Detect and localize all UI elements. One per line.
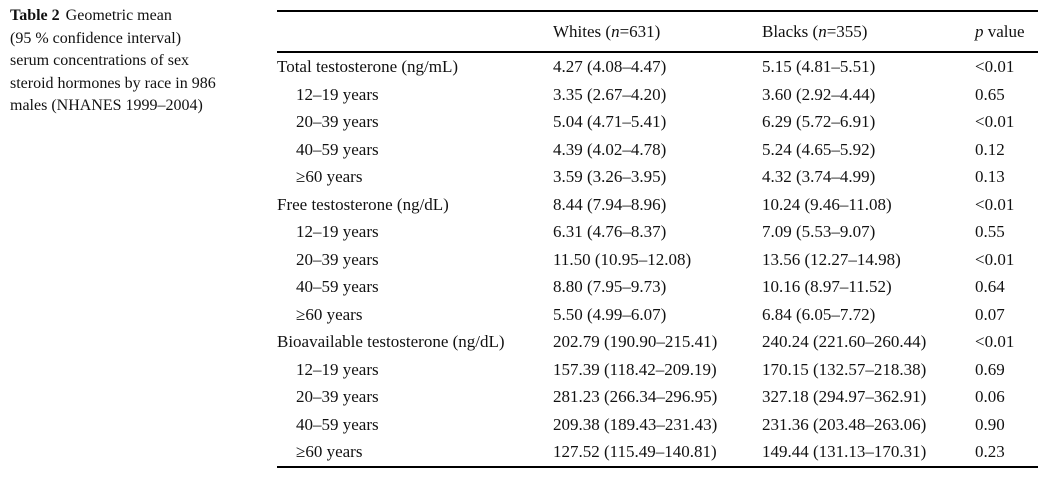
results-table: Whites (n=631) Blacks (n=355) p value To… [277, 10, 1038, 468]
table-row: ≥60 years 5.50 (4.99–6.07) 6.84 (6.05–7.… [277, 301, 1038, 329]
whites-value: 4.39 (4.02–4.78) [553, 139, 667, 159]
table-row: 20–39 years 11.50 (10.95–12.08) 13.56 (1… [277, 246, 1038, 274]
blacks-value: 10.24 (9.46–11.08) [762, 194, 892, 214]
whites-value: 3.35 (2.67–4.20) [553, 84, 667, 104]
row-label: 12–19 years [296, 222, 379, 242]
whites-value: 8.44 (7.94–8.96) [553, 194, 667, 214]
header-blacks: Blacks (n=355) [762, 11, 975, 53]
whites-value: 5.50 (4.99–6.07) [553, 304, 667, 324]
p-value: <0.01 [975, 112, 1015, 132]
blacks-value: 5.24 (4.65–5.92) [762, 139, 876, 159]
table-row: 12–19 years 157.39 (118.42–209.19) 170.1… [277, 356, 1038, 384]
table-row: 40–59 years 4.39 (4.02–4.78) 5.24 (4.65–… [277, 136, 1038, 164]
table-row: 40–59 years 209.38 (189.43–231.43) 231.3… [277, 411, 1038, 439]
blacks-value: 6.84 (6.05–7.72) [762, 304, 876, 324]
table-body: Total testosterone (ng/mL) 4.27 (4.08–4.… [277, 52, 1038, 467]
p-value: 0.13 [975, 167, 1005, 187]
p-value: 0.55 [975, 222, 1005, 242]
data-table: Whites (n=631) Blacks (n=355) p value To… [277, 10, 1038, 468]
p-value: 0.90 [975, 414, 1005, 434]
row-label: ≥60 years [296, 442, 363, 462]
blacks-value: 7.09 (5.53–9.07) [762, 222, 876, 242]
blacks-value: 10.16 (8.97–11.52) [762, 277, 892, 297]
whites-value: 209.38 (189.43–231.43) [553, 414, 718, 434]
row-label: 20–39 years [296, 112, 379, 132]
row-label: 40–59 years [296, 277, 379, 297]
p-value: <0.01 [975, 194, 1015, 214]
whites-value: 3.59 (3.26–3.95) [553, 167, 667, 187]
whites-value: 11.50 (10.95–12.08) [553, 249, 692, 269]
row-label: Total testosterone (ng/mL) [277, 57, 459, 77]
table-row: 20–39 years 281.23 (266.34–296.95) 327.1… [277, 383, 1038, 411]
caption-line: (95 % confidence interval) [10, 29, 182, 47]
header-whites: Whites (n=631) [553, 11, 762, 53]
blacks-value: 240.24 (221.60–260.44) [762, 332, 927, 352]
table-row: ≥60 years 3.59 (3.26–3.95) 4.32 (3.74–4.… [277, 163, 1038, 191]
table-row: 12–19 years 3.35 (2.67–4.20) 3.60 (2.92–… [277, 81, 1038, 109]
header-p-value: p value [975, 11, 1038, 53]
table-row: Bioavailable testosterone (ng/dL) 202.79… [277, 328, 1038, 356]
table-caption: Table 2 Geometric mean (95 % confidence i… [10, 5, 272, 118]
row-label: Free testosterone (ng/dL) [277, 194, 449, 214]
row-label: 12–19 years [296, 359, 379, 379]
row-label: 12–19 years [296, 84, 379, 104]
p-value: 0.07 [975, 304, 1005, 324]
row-label: 20–39 years [296, 249, 379, 269]
row-label: Bioavailable testosterone (ng/dL) [277, 332, 505, 352]
caption-line: males (NHANES 1999–2004) [10, 97, 203, 114]
p-value: <0.01 [975, 332, 1015, 352]
caption-line: serum concentrations of sex [10, 52, 190, 69]
table-row: 40–59 years 8.80 (7.95–9.73) 10.16 (8.97… [277, 273, 1038, 301]
caption-table-label: Table 2 [10, 7, 60, 24]
table-row: ≥60 years 127.52 (115.49–140.81) 149.44 … [277, 438, 1038, 467]
p-value: 0.06 [975, 387, 1005, 407]
row-label: ≥60 years [296, 304, 363, 324]
blacks-value: 3.60 (2.92–4.44) [762, 84, 876, 104]
whites-value: 202.79 (190.90–215.41) [553, 332, 718, 352]
whites-value: 8.80 (7.95–9.73) [553, 277, 667, 297]
p-value: 0.65 [975, 84, 1005, 104]
p-value: <0.01 [975, 57, 1015, 77]
p-value: <0.01 [975, 249, 1015, 269]
caption-line: Table 2 Geometric mean [10, 5, 272, 28]
blacks-value: 231.36 (203.48–263.06) [762, 414, 927, 434]
row-label: ≥60 years [296, 167, 363, 187]
p-value: 0.23 [975, 442, 1005, 462]
blacks-value: 327.18 (294.97–362.91) [762, 387, 927, 407]
blacks-value: 5.15 (4.81–5.51) [762, 57, 876, 77]
table-row: Total testosterone (ng/mL) 4.27 (4.08–4.… [277, 52, 1038, 81]
table-row: 20–39 years 5.04 (4.71–5.41) 6.29 (5.72–… [277, 108, 1038, 136]
whites-value: 157.39 (118.42–209.19) [553, 359, 717, 379]
blacks-value: 6.29 (5.72–6.91) [762, 112, 876, 132]
p-value: 0.12 [975, 139, 1005, 159]
header-row: Whites (n=631) Blacks (n=355) p value [277, 11, 1038, 53]
whites-value: 281.23 (266.34–296.95) [553, 387, 718, 407]
blacks-value: 149.44 (131.13–170.31) [762, 442, 927, 462]
p-value: 0.64 [975, 277, 1005, 297]
table-row: Free testosterone (ng/dL) 8.44 (7.94–8.9… [277, 191, 1038, 219]
blacks-value: 170.15 (132.57–218.38) [762, 359, 927, 379]
whites-value: 4.27 (4.08–4.47) [553, 57, 667, 77]
row-label: 40–59 years [296, 139, 379, 159]
p-value: 0.69 [975, 359, 1005, 379]
row-label: 20–39 years [296, 387, 379, 407]
whites-value: 5.04 (4.71–5.41) [553, 112, 667, 132]
caption-title-text: Geometric mean [65, 7, 172, 24]
row-label: 40–59 years [296, 414, 379, 434]
whites-value: 6.31 (4.76–8.37) [553, 222, 667, 242]
whites-value: 127.52 (115.49–140.81) [553, 442, 717, 462]
caption-line: steroid hormones by race in 986 [10, 74, 216, 92]
header-empty [277, 11, 553, 53]
blacks-value: 4.32 (3.74–4.99) [762, 167, 876, 187]
blacks-value: 13.56 (12.27–14.98) [762, 249, 901, 269]
table-row: 12–19 years 6.31 (4.76–8.37) 7.09 (5.53–… [277, 218, 1038, 246]
